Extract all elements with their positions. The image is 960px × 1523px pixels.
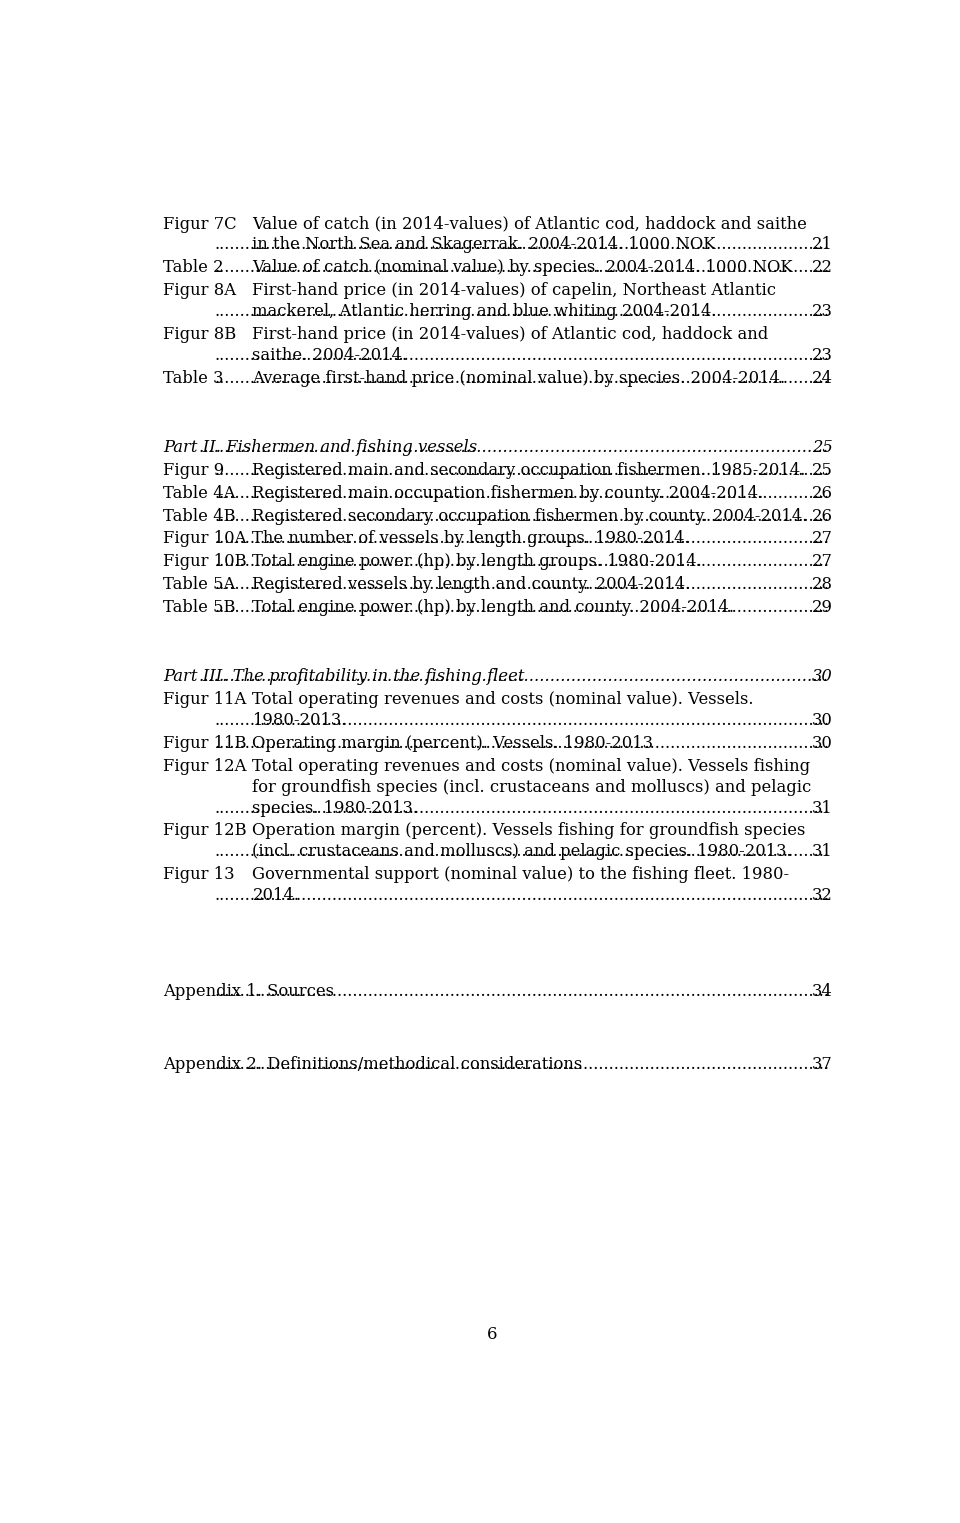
Text: 30: 30 [812, 711, 832, 730]
Text: ................................................................................: ........................................… [214, 711, 829, 730]
Text: 29: 29 [812, 600, 832, 617]
Text: 26: 26 [812, 507, 832, 524]
Text: 25: 25 [812, 461, 832, 478]
Text: 23: 23 [812, 347, 832, 364]
Text: Table 5A: Table 5A [163, 576, 235, 594]
Text: for groundfish species (incl. crustaceans and molluscs) and pelagic: for groundfish species (incl. crustacean… [252, 778, 812, 795]
Text: ................................................................................: ........................................… [214, 800, 829, 816]
Text: ................................................................................: ........................................… [214, 886, 829, 905]
Text: 2014.: 2014. [252, 886, 300, 905]
Text: Appendix 2. Definitions/methodical considerations: Appendix 2. Definitions/methodical consi… [163, 1055, 583, 1074]
Text: Value of catch (nominal value) by species. 2004-2014. 1000 NOK: Value of catch (nominal value) by specie… [252, 259, 793, 276]
Text: Total operating revenues and costs (nominal value). Vessels fishing: Total operating revenues and costs (nomi… [252, 758, 810, 775]
Text: Figur 12A: Figur 12A [163, 758, 247, 775]
Text: 23: 23 [812, 303, 832, 320]
Text: ................................................................................: ........................................… [214, 236, 829, 253]
Text: Table 5B: Table 5B [163, 600, 235, 617]
Text: saithe. 2004-2014.: saithe. 2004-2014. [252, 347, 408, 364]
Text: Part III. The profitability in the fishing fleet: Part III. The profitability in the fishi… [163, 669, 525, 685]
Text: ................................................................................: ........................................… [214, 576, 829, 594]
Text: ................................................................................: ........................................… [199, 439, 829, 455]
Text: ................................................................................: ........................................… [214, 303, 829, 320]
Text: ................................................................................: ........................................… [214, 844, 829, 860]
Text: Registered main occupation fishermen by county. 2004-2014.: Registered main occupation fishermen by … [252, 484, 764, 501]
Text: ................................................................................: ........................................… [214, 982, 829, 1001]
Text: ................................................................................: ........................................… [214, 259, 829, 276]
Text: 1980-2013.: 1980-2013. [252, 711, 347, 730]
Text: Operating margin (percent). Vessels. 1980-2013: Operating margin (percent). Vessels. 198… [252, 736, 654, 752]
Text: 27: 27 [812, 530, 832, 547]
Text: Figur 11A: Figur 11A [163, 691, 247, 708]
Text: Figur 10A: Figur 10A [163, 530, 247, 547]
Text: mackerel, Atlantic herring and blue whiting 2004-2014.: mackerel, Atlantic herring and blue whit… [252, 303, 717, 320]
Text: 27: 27 [812, 553, 832, 571]
Text: The number of vessels by length groups. 1980-2014.: The number of vessels by length groups. … [252, 530, 690, 547]
Text: Figur 9: Figur 9 [163, 461, 225, 478]
Text: Table 4B: Table 4B [163, 507, 236, 524]
Text: ................................................................................: ........................................… [214, 370, 829, 387]
Text: 31: 31 [812, 844, 832, 860]
Text: Total engine power (hp) by length and county. 2004-2014.: Total engine power (hp) by length and co… [252, 600, 734, 617]
Text: ................................................................................: ........................................… [199, 669, 829, 685]
Text: ................................................................................: ........................................… [214, 736, 829, 752]
Text: 30: 30 [812, 669, 832, 685]
Text: ................................................................................: ........................................… [214, 1055, 829, 1074]
Text: Figur 8B: Figur 8B [163, 326, 236, 343]
Text: Part II. Fishermen and fishing vessels: Part II. Fishermen and fishing vessels [163, 439, 477, 455]
Text: (incl. crustaceans and molluscs) and pelagic species. 1980-2013.: (incl. crustaceans and molluscs) and pel… [252, 844, 792, 860]
Text: Figur 7C: Figur 7C [163, 216, 237, 233]
Text: Table 4A: Table 4A [163, 484, 235, 501]
Text: in the North Sea and Skagerrak. 2004-2014. 1000 NOK: in the North Sea and Skagerrak. 2004-201… [252, 236, 716, 253]
Text: 30: 30 [812, 736, 832, 752]
Text: 31: 31 [812, 800, 832, 816]
Text: ................................................................................: ........................................… [214, 484, 829, 501]
Text: Registered main and secondary occupation fishermen. 1985-2014.: Registered main and secondary occupation… [252, 461, 805, 478]
Text: First-hand price (in 2014-values) of capelin, Northeast Atlantic: First-hand price (in 2014-values) of cap… [252, 282, 777, 300]
Text: Operation margin (percent). Vessels fishing for groundfish species: Operation margin (percent). Vessels fish… [252, 822, 805, 839]
Text: 26: 26 [812, 484, 832, 501]
Text: 21: 21 [812, 236, 832, 253]
Text: Figur 13: Figur 13 [163, 867, 234, 883]
Text: Table 3: Table 3 [163, 370, 224, 387]
Text: Governmental support (nominal value) to the fishing fleet. 1980-: Governmental support (nominal value) to … [252, 867, 789, 883]
Text: Appendix 1. Sources: Appendix 1. Sources [163, 982, 334, 1001]
Text: Value of catch (in 2014-values) of Atlantic cod, haddock and saithe: Value of catch (in 2014-values) of Atlan… [252, 216, 807, 233]
Text: Average first-hand price (nominal value) by species. 2004-2014.: Average first-hand price (nominal value)… [252, 370, 785, 387]
Text: 6: 6 [487, 1327, 497, 1343]
Text: ................................................................................: ........................................… [214, 347, 829, 364]
Text: Figur 8A: Figur 8A [163, 282, 236, 300]
Text: Figur 11B: Figur 11B [163, 736, 247, 752]
Text: ................................................................................: ........................................… [214, 461, 829, 478]
Text: Figur 12B: Figur 12B [163, 822, 247, 839]
Text: 25: 25 [812, 439, 832, 455]
Text: 34: 34 [812, 982, 832, 1001]
Text: 22: 22 [812, 259, 832, 276]
Text: Table 2: Table 2 [163, 259, 224, 276]
Text: 28: 28 [812, 576, 832, 594]
Text: 37: 37 [812, 1055, 832, 1074]
Text: ................................................................................: ........................................… [214, 530, 829, 547]
Text: ................................................................................: ........................................… [214, 507, 829, 524]
Text: 24: 24 [812, 370, 832, 387]
Text: Total engine power (hp) by length groups. 1980-2014.: Total engine power (hp) by length groups… [252, 553, 702, 571]
Text: First-hand price (in 2014-values) of Atlantic cod, haddock and: First-hand price (in 2014-values) of Atl… [252, 326, 769, 343]
Text: Total operating revenues and costs (nominal value). Vessels.: Total operating revenues and costs (nomi… [252, 691, 754, 708]
Text: ................................................................................: ........................................… [214, 600, 829, 617]
Text: species. 1980-2013.: species. 1980-2013. [252, 800, 419, 816]
Text: Registered secondary occupation fishermen by county. 2004-2014.: Registered secondary occupation fisherme… [252, 507, 807, 524]
Text: Figur 10B: Figur 10B [163, 553, 247, 571]
Text: ................................................................................: ........................................… [214, 553, 829, 571]
Text: Registered vessels by length and county. 2004-2014.: Registered vessels by length and county.… [252, 576, 690, 594]
Text: 32: 32 [812, 886, 832, 905]
